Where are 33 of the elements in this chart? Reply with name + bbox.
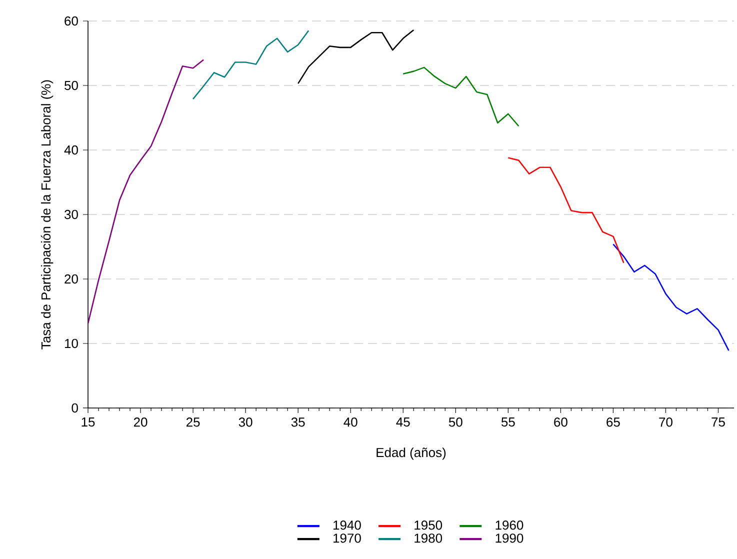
- line-series: [508, 157, 624, 264]
- x-tick-label: 50: [448, 418, 462, 427]
- x-tick-label: 55: [501, 418, 515, 427]
- y-tick-label: 60: [64, 16, 78, 26]
- legend-label: 1950: [414, 520, 442, 530]
- legend-label: 1980: [414, 534, 442, 543]
- x-tick-label: 75: [712, 418, 725, 427]
- x-tick-label: 20: [134, 418, 148, 427]
- y-tick-label: 20: [64, 274, 78, 284]
- x-axis-title: Edad (años): [376, 448, 446, 460]
- legend-label: 1940: [334, 520, 361, 530]
- y-tick-label: 10: [65, 338, 78, 348]
- line-series: [612, 244, 730, 352]
- line-series: [87, 59, 204, 324]
- line-series: [192, 30, 310, 100]
- legend-label: 1960: [496, 520, 524, 530]
- x-tick-label: 65: [606, 418, 620, 427]
- legend-label: 1970: [334, 534, 361, 543]
- x-tick-label: 15: [82, 418, 95, 427]
- x-tick-label: 60: [554, 418, 568, 427]
- y-tick-label: 50: [64, 80, 78, 90]
- x-tick-label: 25: [186, 418, 200, 427]
- x-tick-label: 70: [659, 418, 672, 427]
- x-tick-label: 30: [238, 418, 252, 427]
- y-axis-title: Tasa de Participación de la Fuerza Laboral (%): [40, 80, 54, 350]
- line-series: [402, 66, 520, 127]
- y-tick-label: 0: [72, 403, 78, 413]
- x-tick-label: 45: [396, 418, 410, 427]
- x-tick-label: 40: [344, 418, 358, 427]
- y-tick-label: 30: [64, 210, 78, 220]
- x-tick-label: 35: [291, 418, 305, 427]
- y-tick-label: 40: [64, 145, 78, 155]
- legend-label: 1990: [496, 534, 524, 543]
